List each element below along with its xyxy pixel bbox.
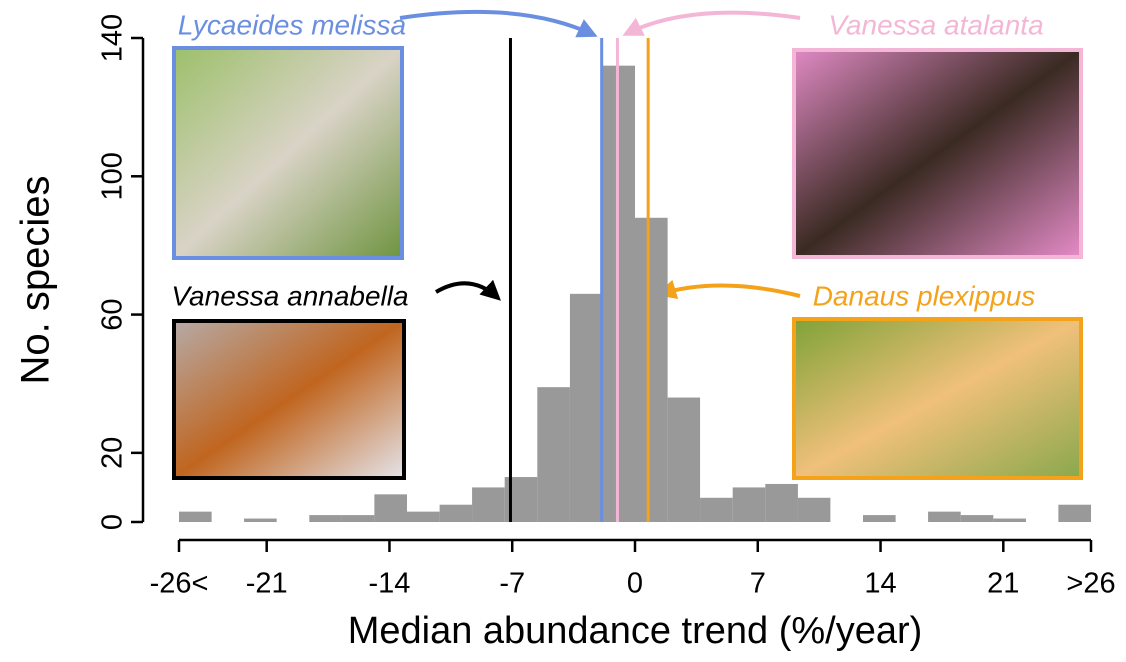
y-tick-label: 60 [97, 298, 129, 330]
y-axis-title: No. species [14, 176, 58, 385]
bar [1058, 504, 1091, 522]
x-axis-title: Median abundance trend (%/year) [348, 610, 923, 652]
x-tick-label: -26< [150, 568, 209, 600]
bar [244, 518, 277, 522]
photo-atalanta [792, 48, 1083, 259]
bar [960, 515, 994, 522]
bar [439, 504, 473, 522]
bar [179, 511, 212, 522]
species-label: Vanessa atalanta [828, 9, 1043, 40]
bar [407, 511, 440, 522]
arrow [399, 9, 598, 38]
bar [569, 293, 603, 522]
y-tick-label: 100 [97, 152, 129, 200]
bar [667, 397, 701, 522]
bar [993, 518, 1026, 522]
arrow [622, 10, 801, 36]
bar [635, 217, 668, 522]
species-label: Danaus plexippus [813, 280, 1036, 311]
y-tick-label: 0 [97, 514, 129, 530]
bar [928, 511, 961, 522]
x-tick-label: -21 [246, 568, 288, 600]
bar [863, 515, 896, 522]
photo-lycaeides [172, 46, 404, 260]
bar [537, 387, 570, 522]
species-label: Vanessa annabella [171, 280, 408, 311]
x-tick-label: >26 [1066, 568, 1115, 600]
bar [700, 497, 733, 522]
x-tick-label: 7 [750, 568, 766, 600]
photo-plexippus [792, 317, 1083, 480]
bar [309, 515, 342, 522]
bar [797, 497, 831, 522]
y-tick-label: 20 [97, 437, 129, 469]
x-tick-label: -7 [499, 568, 525, 600]
x-tick-label: 14 [864, 568, 896, 600]
bar [374, 494, 407, 522]
y-tick-label: 140 [97, 14, 129, 62]
x-tick-label: -14 [369, 568, 411, 600]
x-tick-label: 21 [987, 568, 1019, 600]
photo-annabella [172, 319, 406, 480]
arrow [656, 279, 801, 299]
bar [341, 515, 375, 522]
arrow [434, 279, 501, 301]
bar [732, 487, 766, 522]
bar [765, 483, 798, 522]
x-tick-label: 0 [627, 568, 643, 600]
species-label: Lycaeides melissa [178, 9, 406, 40]
bar [472, 487, 505, 522]
